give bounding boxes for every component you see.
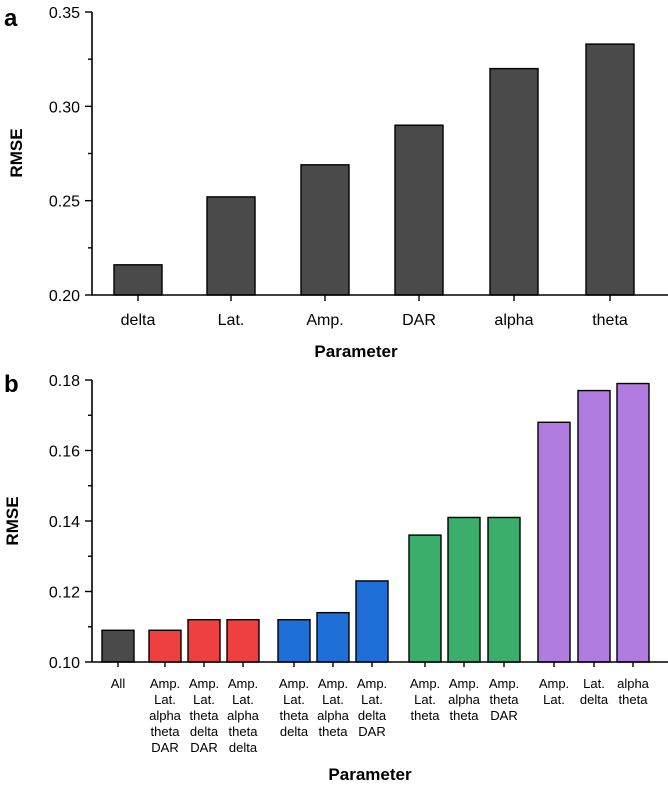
panel-b-y-tick-label-0: 0.10 <box>49 655 80 672</box>
panel-b-x-tick-label-0-0: All <box>111 676 126 691</box>
panel-b-x-tick-label-2-1: Lat. <box>193 692 215 707</box>
panel-a-x-tick-label-4: alpha <box>494 312 533 329</box>
panel-b-x-tick-label-2-3: delta <box>190 724 219 739</box>
panel-b-bar-11 <box>577 389 611 663</box>
panel-a-bar-1 <box>206 196 256 296</box>
panel-b-bar-9 <box>487 516 521 663</box>
panel-b-x-tick-label-2-2: theta <box>190 708 220 723</box>
panel-b-ticks: All Amp.Lat.alphathetaDARAmp.Lat.thetadel… <box>49 373 650 755</box>
panel-b-y-axis-title: RMSE <box>3 496 22 545</box>
panel-b-x-tick-label-2-0: Amp. <box>189 676 219 691</box>
panel-b-bar-12 <box>616 382 650 663</box>
panel-b-bars <box>101 382 650 663</box>
panel-b-y-tick-label-4: 0.18 <box>49 373 80 390</box>
panel-b-x-tick-label-1-2: alpha <box>149 708 182 723</box>
panel-b-x-tick-label-5-1: Lat. <box>322 692 344 707</box>
panel-b-bar-7 <box>408 534 442 663</box>
panel-b-x-tick-label-1-0: Amp. <box>150 676 180 691</box>
panel-b-x-tick-label-4-3: delta <box>280 724 309 739</box>
panel-a-bars <box>113 43 635 296</box>
panel-b-x-tick-label-8-2: theta <box>450 708 480 723</box>
panel-b-x-axis-title: Parameter <box>328 765 412 784</box>
panel-a-x-tick-label-2: Amp. <box>306 312 343 329</box>
panel-a-x-tick-label-3: DAR <box>402 312 436 329</box>
panel-b-y-tick-label-1: 0.12 <box>49 585 80 602</box>
panel-b-x-tick-label-6-1: Lat. <box>361 692 383 707</box>
panel-a-x-tick-label-1: Lat. <box>218 312 245 329</box>
panel-b-x-tick-label-9-0: Amp. <box>489 676 519 691</box>
panel-b-x-tick-label-3-0: Amp. <box>228 676 258 691</box>
panel-b-x-tick-label-11-1: delta <box>580 692 609 707</box>
panel-b-bar-8 <box>447 516 481 663</box>
panel-b-x-tick-label-3-4: delta <box>229 740 258 755</box>
panel-b-x-tick-label-4-2: theta <box>280 708 310 723</box>
panel-a-bar-3 <box>394 124 444 296</box>
panel-a-bar-0 <box>113 264 163 296</box>
panel-a-x-tick-label-0: delta <box>121 312 156 329</box>
panel-a-bar-4 <box>489 67 539 296</box>
panel-a-chart: a RMSE Parameter delta Lat. Amp. DAR alpha th… <box>4 5 668 361</box>
panel-a-y-tick-label-1: 0.25 <box>49 194 80 211</box>
panel-a-x-tick-label-5: theta <box>592 312 628 329</box>
panel-a-y-axis-title: RMSE <box>7 128 26 177</box>
panel-b-bar-4 <box>277 619 311 663</box>
panel-b-x-tick-label-2-4: DAR <box>190 740 217 755</box>
panel-b-x-tick-label-7-0: Amp. <box>410 676 440 691</box>
panel-b-bar-2 <box>187 619 221 663</box>
panel-b-bar-6 <box>355 580 389 663</box>
panel-b-x-tick-label-4-1: Lat. <box>283 692 305 707</box>
panel-b-bar-0 <box>101 629 135 663</box>
panel-b-x-tick-label-6-2: delta <box>358 708 387 723</box>
panel-b-x-tick-label-3-3: theta <box>229 724 259 739</box>
panel-b-x-tick-label-9-2: DAR <box>490 708 517 723</box>
panel-b-x-tick-label-5-3: theta <box>319 724 349 739</box>
panel-b-x-tick-label-9-1: theta <box>490 692 520 707</box>
panel-b-x-tick-label-4-0: Amp. <box>279 676 309 691</box>
panel-b-x-tick-label-11-0: Lat. <box>583 676 605 691</box>
panel-b-x-tick-label-12-1: theta <box>619 692 649 707</box>
panel-a-bar-5 <box>585 43 635 296</box>
panel-b-x-tick-label-10-0: Amp. <box>539 676 569 691</box>
panel-b-x-tick-label-7-2: theta <box>411 708 441 723</box>
panel-b-y-tick-label-3: 0.16 <box>49 444 80 461</box>
panel-b-x-tick-label-1-3: theta <box>151 724 181 739</box>
panel-b-x-tick-label-5-0: Amp. <box>318 676 348 691</box>
panel-b-x-tick-label-8-0: Amp. <box>449 676 479 691</box>
panel-b-bar-10 <box>537 421 571 663</box>
panel-b-x-tick-label-7-1: Lat. <box>414 692 436 707</box>
panel-a-x-axis-title: Parameter <box>314 342 398 361</box>
panel-a-y-tick-label-0: 0.20 <box>49 288 80 305</box>
panel-a-y-tick-label-2: 0.30 <box>49 99 80 116</box>
panel-b-x-tick-label-5-2: alpha <box>317 708 350 723</box>
panel-b-x-tick-label-3-2: alpha <box>227 708 260 723</box>
panel-a-y-tick-label-3: 0.35 <box>49 5 80 22</box>
panel-b-x-tick-label-12-0: alpha <box>617 676 650 691</box>
panel-b-bar-3 <box>226 619 260 663</box>
panel-b-x-tick-label-6-0: Amp. <box>357 676 387 691</box>
panel-b-x-tick-label-8-1: alpha <box>448 692 481 707</box>
panel-a-bar-2 <box>300 164 350 296</box>
panel-a-letter: a <box>4 5 18 32</box>
panel-b-x-tick-label-1-1: Lat. <box>154 692 176 707</box>
panel-b-x-tick-label-6-3: DAR <box>358 724 385 739</box>
panel-b-x-tick-label-10-1: Lat. <box>543 692 565 707</box>
panel-b-x-tick-label-3-1: Lat. <box>232 692 254 707</box>
panel-b-letter: b <box>4 371 19 398</box>
panel-b-x-tick-label-1-4: DAR <box>151 740 178 755</box>
panel-b-chart: b RMSE Parameter All Amp.Lat.alphathetaDA… <box>3 371 668 784</box>
panel-b-bar-5 <box>316 611 350 663</box>
panel-a-ticks: delta Lat. Amp. DAR alpha theta 0.20 0.25 0.30 0.… <box>49 5 628 329</box>
panel-b-y-tick-label-2: 0.14 <box>49 514 80 531</box>
panel-b-bar-1 <box>148 629 182 663</box>
